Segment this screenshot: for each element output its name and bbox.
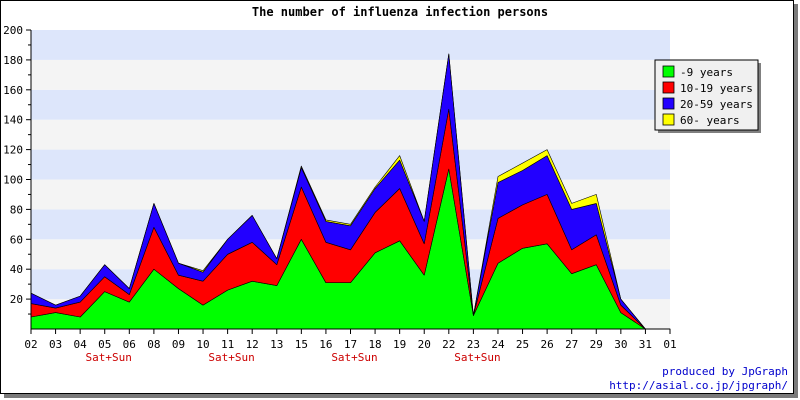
x-tick-label: 09 (172, 338, 185, 351)
y-tick-label: 160 (3, 84, 23, 97)
weekend-label: Sat+Sun (208, 351, 254, 364)
y-tick-label: 80 (10, 203, 23, 216)
x-tick-label: 04 (74, 338, 88, 351)
x-tick-label: 25 (516, 338, 529, 351)
x-tick-label: 29 (590, 338, 603, 351)
x-tick-label: 19 (393, 338, 406, 351)
x-tick-label: 03 (49, 338, 62, 351)
grid-band (31, 119, 670, 150)
x-tick-label: 27 (565, 338, 578, 351)
y-tick-labels: 20 40 60 80 100 120 140 160 180 200 (3, 24, 23, 306)
legend-label-3: 60- years (680, 114, 740, 127)
x-tick-label: 13 (270, 338, 283, 351)
x-tick-label: 30 (614, 338, 627, 351)
x-tick-label: 26 (540, 338, 553, 351)
chart-title: The number of influenza infection person… (252, 5, 548, 19)
y-tick-label: 120 (3, 144, 23, 157)
y-tick-label: 100 (3, 174, 23, 187)
grid-band (31, 149, 670, 180)
x-tick-label: 23 (467, 338, 480, 351)
y-tick-label: 60 (10, 233, 23, 246)
y-tick-label: 20 (10, 293, 23, 306)
x-tick-label: 17 (344, 338, 357, 351)
legend-swatch-0 (662, 65, 675, 78)
x-tick-label: 06 (123, 338, 136, 351)
legend: -9 years 10-19 years 20-59 years 60- years (654, 59, 761, 133)
weekend-label: Sat+Sun (86, 351, 132, 364)
weekend-label: Sat+Sun (454, 351, 500, 364)
x-tick-label: 08 (147, 338, 160, 351)
axes (26, 29, 671, 334)
x-tick-label: 31 (639, 338, 652, 351)
x-tick-label: 22 (442, 338, 455, 351)
x-tick-label: 11 (221, 338, 234, 351)
weekend-label: Sat+Sun (331, 351, 377, 364)
x-tick-label: 10 (196, 338, 209, 351)
x-tick-label: 16 (319, 338, 332, 351)
legend-swatch-2 (662, 97, 675, 110)
x-tick-labels: 02 03 04 05 06 08 09 10 11 12 13 15 16 17 18 19 20 22 23 24… (24, 338, 676, 364)
x-tick-label: 01 (663, 338, 676, 351)
legend-label-2: 20-59 years (680, 98, 753, 111)
legend-label-1: 10-19 years (680, 82, 753, 95)
credit-line-2: http://asial.co.jp/jpgraph/ (609, 379, 788, 392)
x-tick-label: 18 (368, 338, 381, 351)
legend-swatch-1 (662, 81, 675, 94)
legend-label-0: -9 years (680, 66, 733, 79)
y-tick-label: 40 (10, 263, 23, 276)
x-tick-label: 05 (98, 338, 111, 351)
y-tick-label: 200 (3, 24, 23, 37)
x-tick-label: 20 (418, 338, 431, 351)
legend-swatch-3 (662, 113, 675, 126)
credit-line-1: produced by JpGraph (662, 365, 788, 378)
grid-band (31, 89, 670, 120)
y-tick-label: 180 (3, 54, 23, 67)
x-tick-label: 12 (246, 338, 259, 351)
x-tick-label: 24 (491, 338, 505, 351)
x-tick-label: 15 (295, 338, 308, 351)
x-tick-label: 02 (24, 338, 37, 351)
y-tick-label: 140 (3, 114, 23, 127)
grid-band (31, 59, 670, 90)
grid-band (31, 30, 670, 60)
